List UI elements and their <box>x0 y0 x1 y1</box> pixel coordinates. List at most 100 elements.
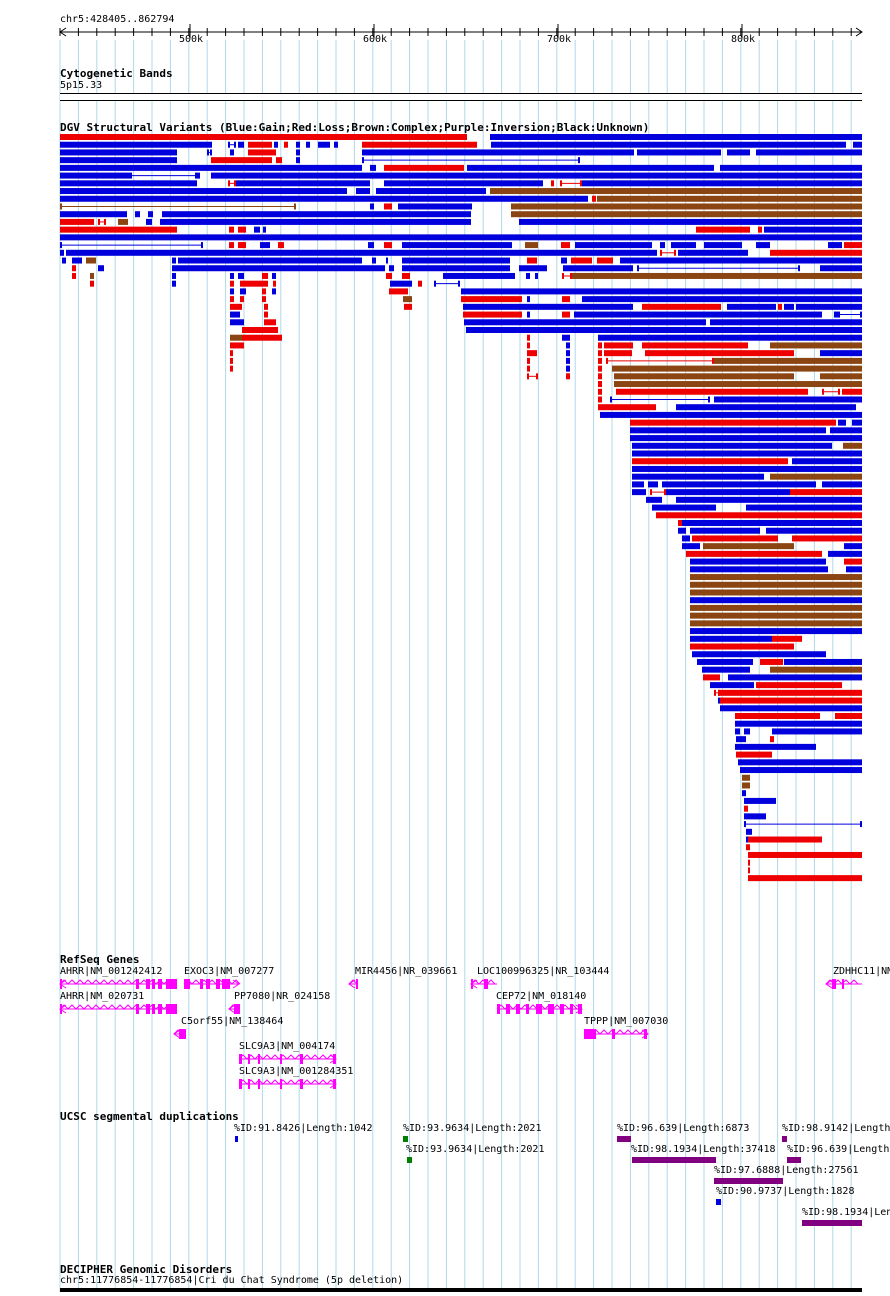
dgv-variant-end <box>718 697 720 704</box>
dgv-variant <box>463 311 522 318</box>
dgv-variant <box>612 365 862 372</box>
gene-label[interactable]: EXOC3|NM_007277 <box>184 966 275 977</box>
gene-label[interactable]: PP7080|NR_024158 <box>234 991 331 1002</box>
dgv-variant <box>284 141 288 148</box>
cytoband-track-title[interactable]: Cytogenetic Bands <box>60 67 173 80</box>
decipher-track-title[interactable]: DECIPHER Genomic Disorders <box>60 1263 233 1276</box>
gene-label[interactable]: C5orf55|NM_138464 <box>181 1016 284 1027</box>
dgv-variant-end <box>637 265 639 272</box>
gene-label[interactable]: SLC9A3|NM_004174 <box>239 1041 336 1052</box>
dgv-variant-end <box>458 280 460 287</box>
segdup-label[interactable]: %ID:98.1934|Length:37418 <box>631 1144 776 1155</box>
dgv-variant <box>551 180 554 187</box>
dgv-variant <box>690 612 862 619</box>
segdup-label[interactable]: %ID:91.8426|Length:1042 <box>234 1123 373 1134</box>
dgv-variant-end <box>838 388 840 395</box>
gene-label[interactable]: SLC9A3|NM_001284351 <box>239 1066 354 1077</box>
dgv-variant <box>756 149 862 156</box>
gene-label[interactable]: AHRR|NM_020731 <box>60 991 145 1002</box>
dgv-variant-end <box>578 157 580 164</box>
dgv-variant <box>630 419 836 426</box>
segdup-feature <box>632 1157 716 1163</box>
dgv-variant-end <box>570 272 572 279</box>
gene-exon <box>548 1004 554 1014</box>
segdup-feature <box>617 1136 631 1142</box>
dgv-variant <box>835 713 862 719</box>
gene-label[interactable]: AHRR|NM_001242412 <box>60 966 163 977</box>
dgv-variant <box>630 435 862 442</box>
gene-exon <box>248 1079 250 1089</box>
gene-label[interactable]: CEP72|NM_018140 <box>496 991 587 1002</box>
dgv-variant <box>370 203 374 210</box>
dgv-variant <box>703 543 794 550</box>
gene-label[interactable]: ZDHHC11|NM <box>833 966 890 977</box>
segdup-label[interactable]: %ID:98.1934|Len <box>802 1207 890 1218</box>
refseq-track-title[interactable]: RefSeq Genes <box>60 953 140 966</box>
segdup-track-title[interactable]: UCSC segmental duplications <box>60 1110 239 1123</box>
gene-intron-arc <box>59 979 173 985</box>
dgv-variant <box>384 164 464 171</box>
gene-label[interactable]: LOC100996325|NR_103444 <box>477 966 610 977</box>
segdup-feature <box>407 1157 412 1163</box>
dgv-variant <box>770 666 862 673</box>
dgv-variant <box>562 296 570 303</box>
dgv-variant-end <box>60 242 62 249</box>
dgv-variant <box>561 242 570 249</box>
gene-exon <box>200 979 203 989</box>
dgv-variant <box>461 296 522 303</box>
gene-exon <box>152 1004 155 1014</box>
dgv-variant <box>566 357 570 364</box>
dgv-variant <box>758 226 762 233</box>
dgv-variant <box>390 280 412 287</box>
dgv-variant <box>760 658 783 665</box>
dgv-variant <box>60 149 177 156</box>
gene-label[interactable]: MIR4456|NR_039661 <box>355 966 458 977</box>
gene-intron-arc <box>59 1004 173 1010</box>
ruler-tick-700k: 700k <box>547 34 572 45</box>
segdup-label[interactable]: %ID:96.639|Length <box>787 1144 890 1155</box>
gene-label[interactable]: TPPP|NM_007030 <box>584 1016 669 1027</box>
dgv-variant <box>770 473 862 480</box>
dgv-variant <box>296 157 300 164</box>
dgv-variant <box>403 296 412 303</box>
dgv-variant <box>404 303 412 310</box>
segdup-feature <box>235 1136 238 1142</box>
dgv-variant <box>614 373 794 380</box>
dgv-variant <box>820 265 862 272</box>
dgv-variant <box>260 242 270 249</box>
gene-intron-arc <box>183 979 241 985</box>
dgv-variant <box>60 226 177 233</box>
dgv-variant-end <box>650 489 652 496</box>
segdup-label[interactable]: %ID:97.6888|Length:27561 <box>714 1165 859 1176</box>
dgv-track-title[interactable]: DGV Structural Variants (Blue:Gain;Red:L… <box>60 121 650 134</box>
dgv-variant-end <box>98 218 100 225</box>
dgv-variant <box>690 527 760 534</box>
segdup-label[interactable]: %ID:93.9634|Length:2021 <box>406 1144 545 1155</box>
gene-exon <box>158 979 162 989</box>
gene-exon <box>578 1004 582 1014</box>
gene-exon <box>497 1004 500 1014</box>
dgv-variant <box>178 257 362 264</box>
segdup-label[interactable]: %ID:90.9737|Length:1828 <box>716 1186 855 1197</box>
gene-exon <box>146 979 150 989</box>
dgv-variant <box>772 635 802 642</box>
dgv-variant <box>764 226 862 233</box>
segdup-label[interactable]: %ID:96.639|Length:6873 <box>617 1123 750 1134</box>
dgv-variant <box>318 141 330 148</box>
dgv-variant <box>263 226 266 233</box>
dgv-variant <box>566 373 570 380</box>
dgv-variant <box>230 350 233 357</box>
dgv-variant <box>678 527 686 534</box>
segdup-label[interactable]: %ID:93.9634|Length:2021 <box>403 1123 542 1134</box>
decipher-label[interactable]: chr5:11776854-11776854|Cri du Chat Syndr… <box>60 1275 404 1286</box>
dgv-variant <box>491 141 846 148</box>
dgv-variant <box>682 543 700 550</box>
dgv-variant <box>690 643 794 650</box>
dgv-variant <box>598 388 602 395</box>
segdup-label[interactable]: %ID:98.9142|Length <box>782 1123 890 1134</box>
dgv-variant <box>229 226 234 233</box>
dgv-variant-end <box>744 821 746 828</box>
dgv-variant <box>262 296 266 303</box>
dgv-variant <box>160 218 471 225</box>
dgv-variant <box>614 381 862 388</box>
